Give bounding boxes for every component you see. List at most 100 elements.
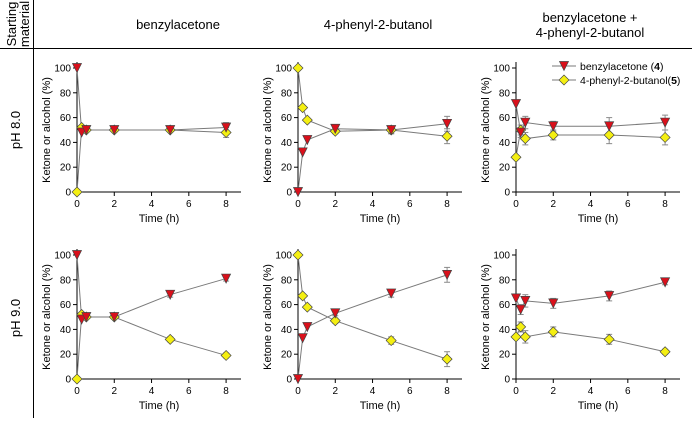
x-tick-label: 0 <box>295 199 301 210</box>
ketone-data-point <box>292 187 304 198</box>
alcohol-series-line <box>76 126 227 193</box>
y-tick-label: 60 <box>60 113 72 124</box>
y-tick-label: 20 <box>499 350 511 361</box>
y-tick-label: 60 <box>281 300 293 311</box>
y-tick-label: 40 <box>281 138 293 149</box>
x-tick-label: 0 <box>513 199 519 210</box>
legend-alcohol-label: 4-phenyl-2-butanol(5) <box>580 75 680 87</box>
y-tick-label: 0 <box>286 375 292 386</box>
x-tick-label: 2 <box>332 386 338 397</box>
x-tick-label: 4 <box>588 386 594 397</box>
x-tick-label: 8 <box>444 199 450 210</box>
ketone-data-point <box>604 121 615 132</box>
y-tick-label: 0 <box>504 188 510 199</box>
y-tick-label: 80 <box>281 275 293 286</box>
y-tick-label: 0 <box>65 375 71 386</box>
x-axis-label: Time (h) <box>360 213 401 225</box>
x-tick-label: 2 <box>332 199 338 210</box>
ketone-data-point <box>330 308 341 319</box>
x-tick-label: 6 <box>186 386 192 397</box>
y-tick-label: 60 <box>499 113 511 124</box>
ketone-data-point <box>330 123 341 135</box>
y-tick-label: 100 <box>493 64 510 75</box>
y-tick-label: 80 <box>60 88 72 99</box>
ketone-series-line <box>76 254 227 321</box>
x-tick-label: 0 <box>74 199 80 210</box>
x-tick-label: 8 <box>662 199 668 210</box>
ketone-data-point <box>510 293 522 304</box>
y-axis-label: Ketone or alcohol (%) <box>41 77 53 183</box>
column-header-mixture-line2: 4-phenyl-2-butanol <box>536 25 645 40</box>
alcohol-data-point <box>547 129 559 141</box>
x-tick-label: 8 <box>662 386 668 397</box>
column-header-benzylacetone: benzylacetone <box>136 17 220 32</box>
y-tick-label: 40 <box>499 138 511 149</box>
x-tick-label: 8 <box>223 386 229 397</box>
y-tick-label: 0 <box>504 375 510 386</box>
y-tick-label: 40 <box>60 325 72 336</box>
ketone-series-line <box>297 123 448 193</box>
alcohol-data-point <box>297 102 309 114</box>
x-tick-label: 0 <box>295 386 301 397</box>
y-tick-label: 80 <box>281 88 293 99</box>
x-tick-label: 6 <box>407 199 413 210</box>
x-axis-label: Time (h) <box>578 400 619 412</box>
y-tick-label: 40 <box>499 325 511 336</box>
x-tick-label: 4 <box>370 386 376 397</box>
row-header-ph8: pH 8.0 <box>8 111 23 149</box>
y-tick-label: 20 <box>60 350 72 361</box>
y-tick-label: 80 <box>499 275 511 286</box>
x-tick-label: 4 <box>149 386 155 397</box>
chart-panel-5: 0 20 40 60 80 100 0 2 4 6 8 Time (h) Ketone or alcoh… <box>262 249 462 412</box>
ketone-data-point <box>660 277 671 288</box>
ketone-series-line <box>515 281 666 311</box>
ketone-data-point <box>81 125 92 136</box>
chart-panel-2: 0 20 40 60 80 100 0 2 4 6 8 Time (h) Ketone or alcoh… <box>262 62 462 225</box>
legend-ketone-marker <box>558 61 570 72</box>
x-tick-label: 2 <box>550 199 556 210</box>
ketone-data-point <box>660 117 671 128</box>
x-tick-label: 0 <box>513 386 519 397</box>
ketone-data-point <box>515 127 526 138</box>
x-tick-label: 6 <box>186 199 192 210</box>
x-tick-label: 6 <box>625 386 631 397</box>
alcohol-series-line <box>515 128 666 158</box>
chart-panel-1: 0 20 40 60 80 100 0 2 4 6 8 Time (h) Ketone or alcoh… <box>41 62 241 225</box>
y-axis-label: Ketone or alcohol (%) <box>262 264 274 370</box>
x-tick-label: 4 <box>588 199 594 210</box>
ketone-data-point <box>297 147 308 158</box>
alcohol-series-line <box>297 254 448 360</box>
y-tick-label: 100 <box>54 64 71 75</box>
ketone-data-point <box>515 304 526 315</box>
alcohol-data-point <box>603 333 615 345</box>
alcohol-data-point <box>515 321 527 333</box>
alcohol-data-point <box>164 333 176 345</box>
ketone-data-point <box>221 122 232 133</box>
y-tick-label: 40 <box>281 325 293 336</box>
alcohol-series-line <box>515 325 666 353</box>
column-header-mixture-line1: benzylacetone + <box>542 10 637 25</box>
alcohol-data-point <box>71 373 83 385</box>
legend-ketone-num: 4 <box>654 61 660 73</box>
x-tick-label: 8 <box>223 199 229 210</box>
x-tick-label: 6 <box>407 386 413 397</box>
alcohol-data-point <box>220 349 232 361</box>
x-axis-label: Time (h) <box>578 213 619 225</box>
y-tick-label: 20 <box>281 163 293 174</box>
alcohol-series-line <box>76 313 227 380</box>
ketone-data-point <box>71 250 83 261</box>
alcohol-data-point <box>519 331 531 343</box>
chart-panel-3: 0 20 40 60 80 100 0 2 4 6 8 Time (h) Ketone or alcoh… <box>480 62 680 225</box>
legend-alcohol-marker <box>558 74 570 86</box>
alcohol-data-point <box>659 346 671 358</box>
legend: benzylacetone (4) 4-phenyl-2-butanol(5) <box>552 61 680 87</box>
alcohol-data-point <box>659 131 671 143</box>
ketone-data-point <box>520 296 531 307</box>
x-tick-label: 2 <box>111 199 117 210</box>
y-tick-label: 40 <box>60 138 72 149</box>
ketone-data-point <box>81 312 92 323</box>
y-tick-label: 60 <box>499 300 511 311</box>
x-axis-label: Time (h) <box>139 213 180 225</box>
